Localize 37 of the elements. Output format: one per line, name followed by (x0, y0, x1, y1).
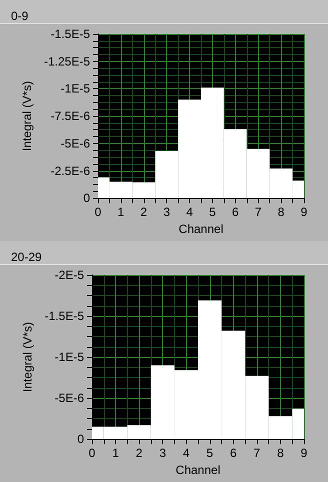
chart-title: 20-29 (11, 250, 42, 264)
x-tick-label: 7 (254, 205, 262, 220)
x-tick-label: 0 (94, 205, 102, 220)
y-tick-label: 0 (77, 432, 84, 446)
x-tick-label: 6 (232, 205, 239, 220)
x-tick-label: 4 (182, 446, 190, 460)
x-tick-label: 2 (136, 446, 143, 460)
x-tick-label: 3 (163, 205, 170, 220)
x-tick-label: 9 (300, 446, 308, 460)
chart-title: 0-9 (11, 9, 29, 23)
y-tick-label: -5E-6 (54, 391, 84, 406)
x-tick-label: 5 (209, 205, 216, 220)
y-axis-title: Integral (V*s) (20, 81, 34, 152)
y-tick-label: -7.5E-6 (50, 109, 90, 124)
x-tick-label: 4 (186, 205, 194, 220)
x-tick-label: 1 (112, 446, 120, 460)
x-tick-label: 3 (159, 446, 166, 460)
y-tick-label: -1.5E-5 (50, 27, 90, 41)
y-tick-label: 0 (83, 191, 90, 206)
x-tick-label: 5 (206, 446, 214, 460)
y-tick-label: -2.5E-6 (50, 164, 90, 178)
y-tick-label: -1.25E-5 (44, 54, 90, 68)
x-tick-label: 6 (230, 446, 237, 460)
y-axis-title: Integral (V*s) (20, 322, 35, 392)
x-tick-label: 8 (277, 446, 284, 460)
y-tick-label: -1E-5 (54, 350, 84, 364)
y-tick-label: -2E-5 (54, 268, 84, 282)
x-tick-label: 8 (278, 205, 285, 220)
x-tick-label: 7 (254, 446, 261, 460)
x-tick-label: 2 (140, 205, 148, 220)
x-tick-label: 1 (118, 205, 125, 220)
y-tick-label: -1E-5 (60, 82, 90, 96)
x-axis-title: Channel (176, 463, 220, 477)
y-tick-label: -5E-6 (60, 136, 90, 150)
x-axis-title: Channel (178, 222, 224, 236)
y-tick-label: -1.5E-5 (44, 309, 84, 324)
x-tick-label: 9 (300, 205, 308, 220)
